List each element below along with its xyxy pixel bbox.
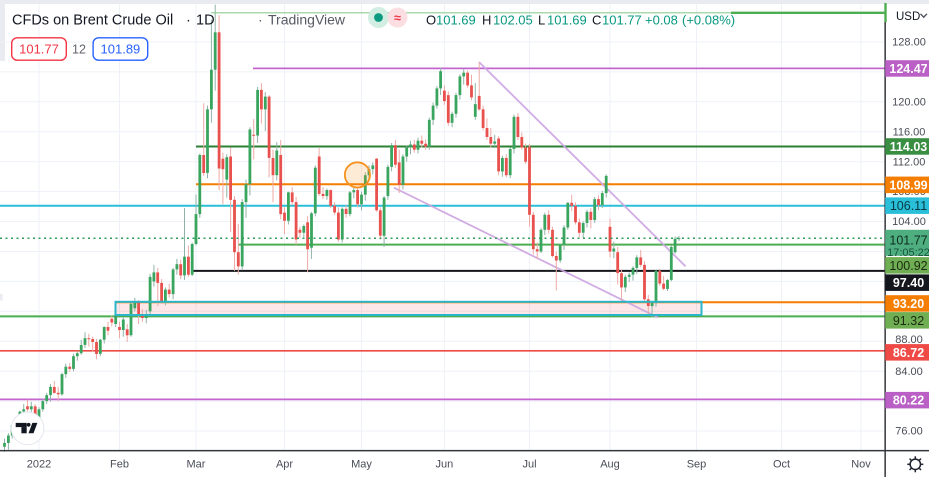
svg-text:L: L: [538, 13, 545, 28]
svg-text:101.69: 101.69: [436, 13, 476, 28]
svg-text:CFDs on Brent Crude Oil: CFDs on Brent Crude Oil: [12, 13, 173, 29]
svg-text:·: ·: [186, 13, 191, 29]
svg-text:Jun: Jun: [436, 459, 454, 471]
svg-text:C: C: [592, 13, 601, 28]
svg-text:O: O: [426, 13, 436, 28]
svg-text:97.40: 97.40: [893, 276, 924, 290]
svg-text:Nov: Nov: [851, 459, 871, 471]
svg-text:Feb: Feb: [110, 459, 129, 471]
svg-text:Aug: Aug: [600, 459, 620, 471]
svg-text:101.89: 101.89: [101, 42, 141, 57]
svg-text:Mar: Mar: [187, 459, 206, 471]
svg-text:128.00: 128.00: [892, 37, 926, 49]
svg-text:120.00: 120.00: [892, 96, 926, 108]
svg-text:76.00: 76.00: [895, 426, 923, 438]
svg-text:TradingView: TradingView: [268, 12, 346, 28]
svg-text:USD: USD: [896, 11, 920, 23]
svg-text:116.00: 116.00: [893, 126, 926, 138]
svg-text:108.99: 108.99: [889, 178, 927, 192]
svg-text:101.77: 101.77: [602, 13, 642, 28]
svg-text:100.92: 100.92: [889, 259, 927, 273]
svg-text:86.72: 86.72: [893, 346, 924, 360]
svg-text:114.03: 114.03: [890, 140, 928, 154]
svg-text:2022: 2022: [27, 459, 51, 471]
svg-text:+0.08: +0.08: [645, 13, 678, 28]
svg-text:(+0.08%): (+0.08%): [682, 13, 735, 28]
svg-text:101.77: 101.77: [889, 234, 927, 248]
svg-text:101.69: 101.69: [547, 13, 587, 28]
svg-text:17:05:22: 17:05:22: [887, 247, 929, 259]
svg-text:112.00: 112.00: [893, 156, 926, 168]
svg-text:May: May: [351, 459, 372, 471]
svg-text:104.00: 104.00: [892, 216, 926, 228]
svg-text:101.77: 101.77: [19, 42, 59, 57]
svg-text:106.11: 106.11: [890, 199, 927, 213]
svg-text:88.00: 88.00: [895, 334, 923, 346]
svg-text:·: ·: [258, 12, 263, 28]
svg-text:80.22: 80.22: [893, 394, 924, 408]
svg-text:Oct: Oct: [773, 459, 790, 471]
svg-text:102.05: 102.05: [493, 13, 533, 28]
svg-text:93.20: 93.20: [893, 297, 924, 311]
svg-text:12: 12: [72, 42, 86, 56]
svg-text:H: H: [482, 13, 491, 28]
svg-text:Jul: Jul: [522, 459, 536, 471]
svg-text:84.00: 84.00: [895, 366, 923, 378]
svg-text:124.47: 124.47: [889, 62, 927, 76]
svg-text:Apr: Apr: [276, 459, 293, 471]
svg-text:≈: ≈: [394, 11, 401, 25]
svg-text:91.32: 91.32: [893, 314, 924, 328]
svg-text:1D: 1D: [196, 13, 215, 29]
svg-text:Sep: Sep: [687, 459, 707, 471]
